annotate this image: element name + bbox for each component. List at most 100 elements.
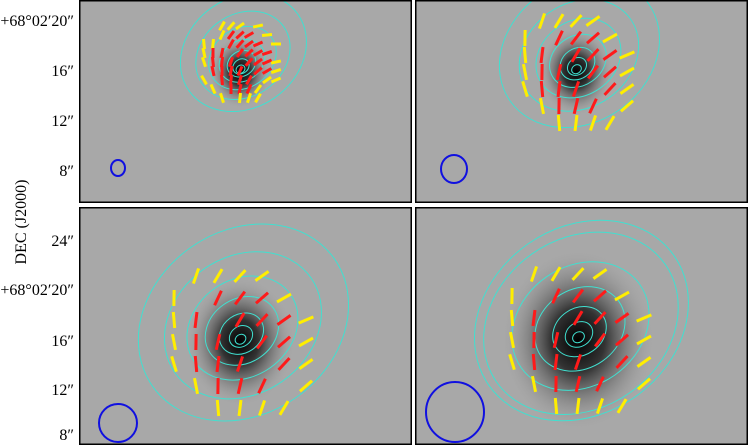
panel-top-right [415, 0, 748, 203]
beam-ellipse [98, 403, 138, 443]
polarization-vector [219, 74, 225, 86]
polarization-vector [215, 355, 221, 373]
polarization-vector [253, 66, 263, 76]
polarization-vector [509, 331, 515, 349]
polarization-vector [573, 353, 583, 371]
polarization-vector [298, 358, 314, 370]
polarization-vector [227, 38, 235, 50]
polarization-vector [244, 57, 254, 67]
panel-frame [79, 0, 412, 203]
y-tick-label: +68°02′20″ [0, 282, 74, 299]
polarization-vector [200, 74, 208, 86]
polarization-vector [636, 313, 652, 323]
contour-line [163, 251, 322, 400]
polarization-vector [210, 38, 216, 50]
y-tick-label: 16″ [51, 333, 74, 350]
polarization-vector [585, 31, 601, 45]
polarization-vector [277, 357, 291, 371]
polarization-vector [245, 83, 253, 95]
panel-bottom-right [415, 207, 748, 445]
polarization-vector [215, 399, 221, 417]
polarization-vector [569, 14, 583, 28]
polarization-vector [233, 269, 247, 283]
polarization-vector [553, 397, 559, 415]
polarization-vector [237, 83, 243, 95]
polarization-vector [243, 31, 255, 39]
beam-ellipse [110, 159, 126, 177]
polarization-vector [593, 311, 607, 325]
dust-emission-peak [185, 277, 295, 407]
polarization-vector [252, 49, 264, 57]
polarization-vector [237, 92, 243, 104]
y-tick-label: 12″ [51, 382, 74, 399]
polarization-vector [592, 268, 608, 280]
panel-frame [415, 0, 748, 203]
contour-line [498, 0, 660, 129]
polarization-vector [254, 270, 270, 282]
polarization-vector [569, 30, 583, 46]
polarization-vector [228, 65, 234, 77]
polarization-vector [255, 334, 269, 350]
polarization-vector [555, 63, 563, 81]
polarization-vector [619, 66, 635, 78]
polarization-vector [556, 114, 562, 132]
polarization-vector [246, 92, 252, 104]
polarization-vector [278, 400, 290, 416]
polarization-vector [604, 115, 616, 131]
polarization-vector [552, 331, 560, 349]
polarization-vector [228, 56, 234, 68]
polarization-vector [236, 65, 244, 77]
polarization-vector [585, 15, 601, 27]
polarization-vector [298, 336, 314, 348]
polarization-vector [270, 68, 282, 74]
contour-line [234, 333, 247, 345]
polarization-vector [255, 313, 269, 327]
panel-frame [415, 207, 748, 445]
polarization-vector [595, 376, 605, 392]
polarization-vector [201, 47, 207, 59]
dust-emission-peak [501, 249, 655, 431]
polarization-vector [276, 335, 292, 349]
polarization-vector [603, 82, 617, 96]
polarization-vector [298, 315, 314, 325]
polarization-vector [614, 312, 630, 324]
polarization-vector [588, 98, 598, 114]
y-tick-label: 24″ [51, 233, 74, 250]
polarization-vector [233, 290, 247, 306]
polarization-vector [252, 23, 264, 29]
y-axis-label: DEC (J2000) [13, 180, 30, 265]
polarization-vector [586, 64, 600, 80]
polarization-vector [602, 65, 618, 79]
polarization-vector [556, 80, 562, 98]
polarization-vector [235, 39, 245, 49]
contour-line [571, 64, 582, 75]
polarization-vector [550, 266, 562, 282]
contour-line [511, 261, 650, 391]
polarization-vector [226, 21, 236, 31]
contour-line [559, 46, 596, 81]
polarization-vector [261, 67, 273, 75]
polarization-vector [228, 74, 234, 86]
contour-line [208, 25, 277, 91]
contour-line [534, 286, 626, 372]
polarization-vector [508, 353, 516, 371]
panel-top-left [79, 0, 412, 203]
y-tick-label: +68°02′20″ [0, 13, 74, 30]
polarization-vector [245, 74, 253, 86]
polarization-vector [553, 13, 565, 29]
beam-ellipse [440, 154, 468, 184]
contour-line [549, 33, 607, 88]
polarization-vector [592, 289, 608, 303]
polarization-vector [219, 56, 225, 68]
polarization-vector [262, 75, 272, 85]
polarization-vector [254, 92, 262, 104]
polarization-vector [257, 399, 267, 417]
polarization-vector [276, 314, 292, 326]
polarization-vector [209, 83, 217, 95]
polarization-vector [219, 47, 225, 59]
contour-line [572, 331, 585, 344]
polarization-vector [210, 65, 216, 77]
contour-line [235, 64, 246, 74]
polarization-vector [253, 57, 263, 67]
polarization-vector [210, 56, 216, 68]
